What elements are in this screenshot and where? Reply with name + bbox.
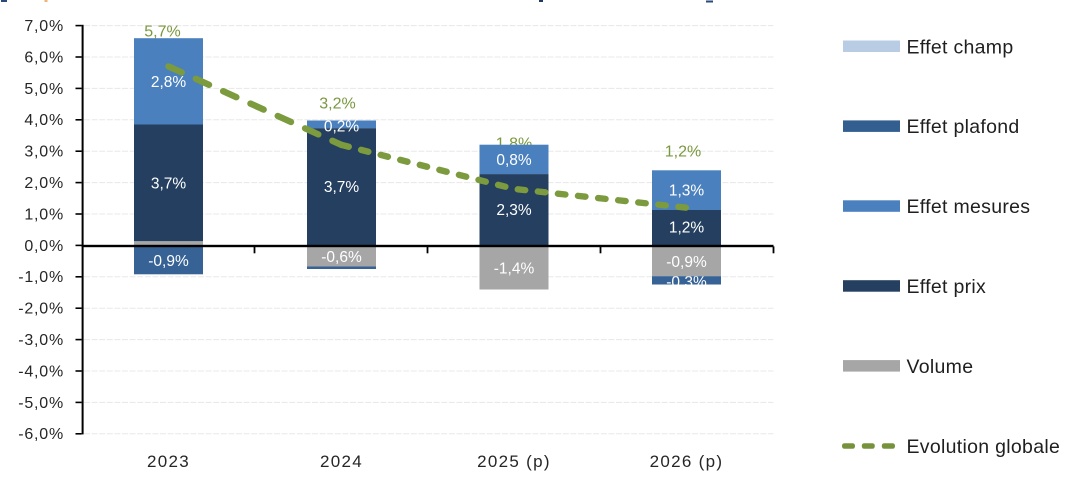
svg-text:2,0%: 2,0% [24,175,64,192]
svg-text:1,0%: 1,0% [24,206,64,223]
svg-text:-3,0%: -3,0% [18,332,64,349]
svg-text:3,2%: 3,2% [319,96,355,113]
svg-text:3,0%: 3,0% [24,144,64,161]
svg-text:-0,3%: -0,3% [666,274,707,291]
svg-text:-0,9%: -0,9% [666,254,707,271]
svg-text:1,2%: 1,2% [665,144,701,161]
svg-text:1,2%: 1,2% [669,220,705,237]
svg-text:Effet mesures: Effet mesures [907,196,1031,218]
svg-text:7,0%: 7,0% [24,18,64,35]
svg-text:-2,0%: -2,0% [18,301,64,318]
svg-text:0,8%: 0,8% [496,152,532,169]
svg-text:1,3%: 1,3% [669,183,705,200]
svg-text:Effet prix: Effet prix [907,276,987,298]
svg-text:Volume: Volume [907,356,974,378]
svg-text:0,0%: 0,0% [24,238,64,255]
svg-text:2023: 2023 [147,452,190,471]
svg-text:0,2%: 0,2% [324,119,360,136]
svg-text:-6,0%: -6,0% [18,426,64,443]
svg-text:Effet champ: Effet champ [907,36,1014,58]
svg-text:2,3%: 2,3% [496,202,532,219]
svg-text:5,7%: 5,7% [144,24,180,41]
svg-text:-0,6%: -0,6% [321,249,362,266]
svg-text:2026 (p): 2026 (p) [650,452,724,471]
svg-text:-4,0%: -4,0% [18,363,64,380]
svg-text:3,7%: 3,7% [151,176,187,193]
svg-text:Effet plafond: Effet plafond [907,116,1020,138]
svg-text:-1,0%: -1,0% [18,269,64,286]
svg-text:-1,4%: -1,4% [494,261,535,278]
svg-text:-5,0%: -5,0% [18,395,64,412]
svg-text:-0,9%: -0,9% [148,253,189,270]
svg-text:4,0%: 4,0% [24,112,64,129]
svg-text:5,0%: 5,0% [24,81,64,98]
svg-text:Evolution globale: Evolution globale [907,436,1061,458]
svg-text:3,7%: 3,7% [324,179,360,196]
svg-text:2024: 2024 [320,452,363,471]
svg-text:6,0%: 6,0% [24,49,64,66]
svg-text:2,8%: 2,8% [151,74,187,91]
svg-text:2025 (p): 2025 (p) [477,452,551,471]
